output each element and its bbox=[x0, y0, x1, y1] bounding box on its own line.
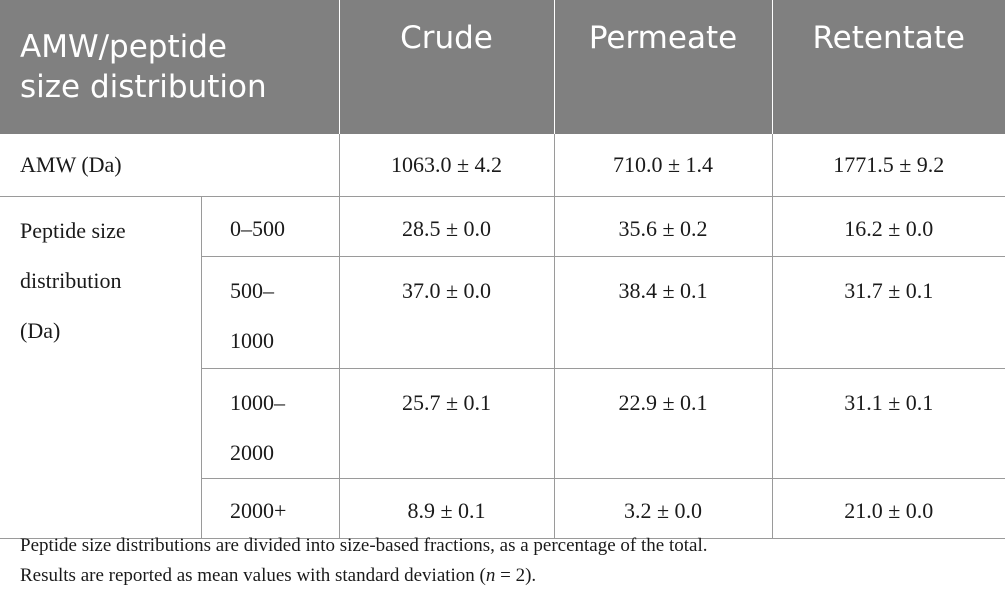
cell-0-500-crude: 28.5 ± 0.0 bbox=[339, 196, 555, 257]
header-line: AMW/peptide bbox=[20, 29, 227, 65]
cell-1000-2000-permeate: 22.9 ± 0.1 bbox=[554, 368, 773, 479]
cell-1000-2000-retentate: 31.1 ± 0.1 bbox=[772, 368, 1005, 479]
cell-2000-plus-permeate: 3.2 ± 0.0 bbox=[554, 478, 773, 539]
footnote-text: = 2). bbox=[495, 565, 537, 586]
range-line: 1000– bbox=[230, 389, 285, 415]
table-row-amw: AMW (Da) 1063.0 ± 4.2 710.0 ± 1.4 1771.5… bbox=[0, 134, 1005, 197]
range-line: 0–500 bbox=[230, 215, 285, 241]
table-footnote: Peptide size distributions are divided i… bbox=[20, 531, 990, 591]
row-label-peptide-size-distribution: Peptide size distribution (Da) bbox=[0, 196, 202, 539]
footnote-text: Results are reported as mean values with… bbox=[20, 565, 486, 586]
table-row-2000-plus: 2000+ 8.9 ± 0.1 3.2 ± 0.0 21.0 ± 0.0 bbox=[0, 478, 1005, 539]
header-cell-permeate: Permeate bbox=[554, 0, 773, 134]
cell-500-1000-retentate: 31.7 ± 0.1 bbox=[772, 256, 1005, 369]
cell-amw-retentate: 1771.5 ± 9.2 bbox=[772, 134, 1005, 197]
range-cell-2000-plus: 2000+ bbox=[201, 478, 340, 539]
distribution-label-line: Peptide size bbox=[20, 217, 126, 243]
cell-500-1000-crude: 37.0 ± 0.0 bbox=[339, 256, 555, 369]
row-label-amw: AMW (Da) bbox=[0, 134, 340, 197]
cell-500-1000-permeate: 38.4 ± 0.1 bbox=[554, 256, 773, 369]
cell-amw-permeate: 710.0 ± 1.4 bbox=[554, 134, 773, 197]
range-cell-500-1000: 500– 1000 bbox=[201, 256, 340, 369]
cell-1000-2000-crude: 25.7 ± 0.1 bbox=[339, 368, 555, 479]
table-row-0-500: Peptide size distribution (Da) 0–500 28.… bbox=[0, 196, 1005, 539]
cell-amw-crude: 1063.0 ± 4.2 bbox=[339, 134, 555, 197]
footnote-line-2: Results are reported as mean values with… bbox=[20, 561, 990, 591]
cell-0-500-permeate: 35.6 ± 0.2 bbox=[554, 196, 773, 257]
cell-2000-plus-retentate: 21.0 ± 0.0 bbox=[772, 478, 1005, 539]
header-cell-retentate: Retentate bbox=[772, 0, 1005, 134]
range-line: 2000+ bbox=[230, 497, 287, 523]
header-row: AMW/peptide size distribution Crude Perme… bbox=[0, 0, 1005, 134]
results-table: AMW/peptide size distribution Crude Perme… bbox=[0, 0, 1005, 539]
range-line: 500– bbox=[230, 277, 274, 303]
cell-2000-plus-crude: 8.9 ± 0.1 bbox=[339, 478, 555, 539]
range-line: 1000 bbox=[230, 327, 274, 353]
range-line: 2000 bbox=[230, 439, 274, 465]
distribution-label-line: distribution bbox=[20, 267, 122, 293]
footnote-line-1: Peptide size distributions are divided i… bbox=[20, 535, 708, 556]
header-line: size distribution bbox=[20, 69, 267, 105]
cell-0-500-retentate: 16.2 ± 0.0 bbox=[772, 196, 1005, 257]
footnote-n-symbol: n bbox=[485, 565, 496, 586]
range-cell-1000-2000: 1000– 2000 bbox=[201, 368, 340, 479]
distribution-label-line: (Da) bbox=[20, 317, 61, 343]
header-cell-crude: Crude bbox=[339, 0, 555, 134]
table-row-1000-2000: 1000– 2000 25.7 ± 0.1 22.9 ± 0.1 31.1 ± … bbox=[0, 368, 1005, 479]
header-cell-amw-peptide: AMW/peptide size distribution bbox=[0, 0, 340, 134]
range-cell-0-500: 0–500 bbox=[201, 196, 340, 257]
table-row-500-1000: 500– 1000 37.0 ± 0.0 38.4 ± 0.1 31.7 ± 0… bbox=[0, 256, 1005, 369]
